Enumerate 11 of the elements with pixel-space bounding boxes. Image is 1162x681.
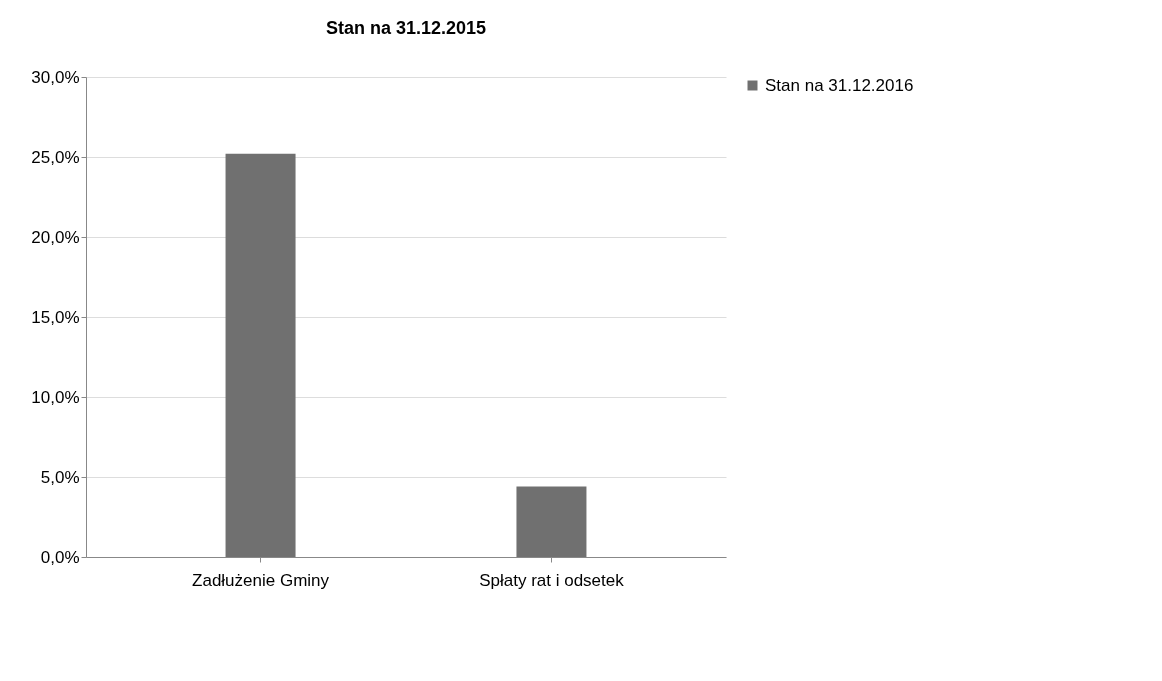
y-tick-label: 20,0% [31, 227, 80, 247]
y-tick-label: 5,0% [40, 467, 80, 487]
x-tick-label: Zadłużenie Gminy [192, 570, 330, 590]
y-tick-label: 30,0% [31, 67, 80, 87]
y-tick-label: 15,0% [31, 307, 80, 327]
y-tick-label: 10,0% [31, 387, 80, 407]
x-tick-label: Spłaty rat i odsetek [479, 570, 625, 590]
chart-title: Stan na 31.12.2015 [325, 18, 487, 38]
y-tick-label: 0,0% [40, 547, 80, 567]
legend-label: Stan na 31.12.2016 [765, 75, 914, 95]
y-tick-label: 25,0% [31, 147, 80, 167]
